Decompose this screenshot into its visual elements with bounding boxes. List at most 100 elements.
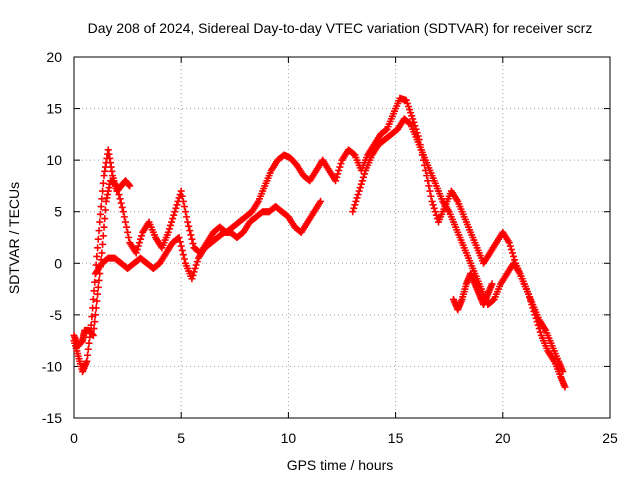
data-point [90, 287, 98, 295]
data-point [88, 313, 96, 321]
series-track-a [70, 146, 134, 376]
data-point [125, 234, 133, 241]
data-point [90, 325, 98, 333]
series-track-c [91, 197, 325, 283]
data-point [170, 211, 178, 219]
data-point [190, 268, 198, 276]
y-tick-label: 20 [46, 49, 62, 65]
data-point [177, 242, 185, 250]
data-point [84, 351, 92, 359]
data-point [112, 181, 120, 189]
y-tick-label: 0 [54, 255, 62, 271]
data-point [91, 318, 99, 326]
y-tick-label: -5 [50, 307, 63, 323]
data-point [172, 204, 180, 212]
data-point [165, 225, 173, 233]
data-point [508, 249, 516, 257]
data-point [123, 223, 131, 231]
data-point [186, 227, 194, 235]
data-point [93, 297, 101, 305]
series-track-d [349, 115, 567, 376]
data-point [98, 195, 106, 203]
x-tick-label: 5 [177, 430, 185, 446]
data-point [116, 195, 124, 203]
data-point [351, 201, 359, 209]
data-point [429, 201, 437, 209]
data-point [168, 218, 176, 226]
data-point [92, 304, 100, 312]
data-point [99, 232, 107, 240]
data-point [431, 208, 439, 216]
data-point [94, 244, 102, 252]
y-tick-label: 5 [54, 204, 62, 220]
data-point [189, 271, 197, 279]
x-tick-label: 10 [281, 430, 297, 446]
data-point [183, 213, 191, 221]
data-point [335, 166, 343, 174]
data-point [120, 213, 128, 221]
data-point [89, 295, 97, 303]
x-tick-label: 15 [388, 430, 404, 446]
data-point [121, 218, 129, 226]
data-point [83, 357, 91, 365]
data-point [350, 204, 358, 212]
plot-frame [73, 56, 611, 419]
data-point [424, 177, 432, 185]
data-point [432, 211, 440, 219]
data-point [353, 194, 361, 202]
data-point [507, 246, 515, 254]
data-point [510, 252, 518, 260]
data-point [427, 192, 435, 200]
data-point [113, 182, 121, 190]
data-point [179, 251, 187, 259]
data-point [178, 192, 186, 200]
y-tick-label: 10 [46, 152, 62, 168]
data-point [559, 368, 567, 376]
data-series [70, 94, 569, 391]
data-point [91, 311, 99, 319]
data-point [119, 208, 127, 216]
data-point [349, 208, 357, 216]
data-point [184, 218, 192, 226]
data-point [85, 339, 93, 347]
data-point [91, 278, 99, 286]
data-point [192, 261, 200, 269]
data-point [355, 187, 363, 195]
data-point [166, 221, 174, 229]
x-tick-label: 20 [495, 430, 511, 446]
y-axis-label: SDTVAR / TECUs [6, 182, 22, 294]
data-point [175, 234, 183, 241]
data-point [124, 228, 132, 236]
data-point [181, 208, 189, 216]
series-track-e [449, 270, 496, 314]
data-point [100, 223, 108, 231]
data-point [334, 170, 342, 178]
data-point [332, 177, 340, 185]
data-point [89, 331, 97, 339]
data-point [191, 264, 199, 272]
data-point [179, 197, 187, 205]
data-point [506, 242, 514, 250]
data-point [430, 204, 438, 212]
data-point [359, 173, 367, 181]
y-tick-label: -10 [42, 358, 62, 374]
data-point [99, 240, 107, 248]
data-point [97, 203, 105, 211]
data-point [96, 218, 104, 226]
data-point [180, 203, 188, 211]
data-point [94, 235, 102, 243]
data-point [317, 197, 325, 205]
data-point [138, 232, 146, 240]
data-point [356, 184, 364, 192]
data-point [177, 187, 185, 195]
data-point [99, 179, 107, 187]
data-point [352, 197, 360, 205]
data-point [187, 231, 195, 239]
data-point [95, 227, 103, 235]
data-point [188, 235, 196, 243]
data-point [135, 239, 143, 247]
data-point [357, 180, 365, 188]
data-point [180, 255, 188, 263]
y-tick-label: -15 [42, 410, 62, 426]
